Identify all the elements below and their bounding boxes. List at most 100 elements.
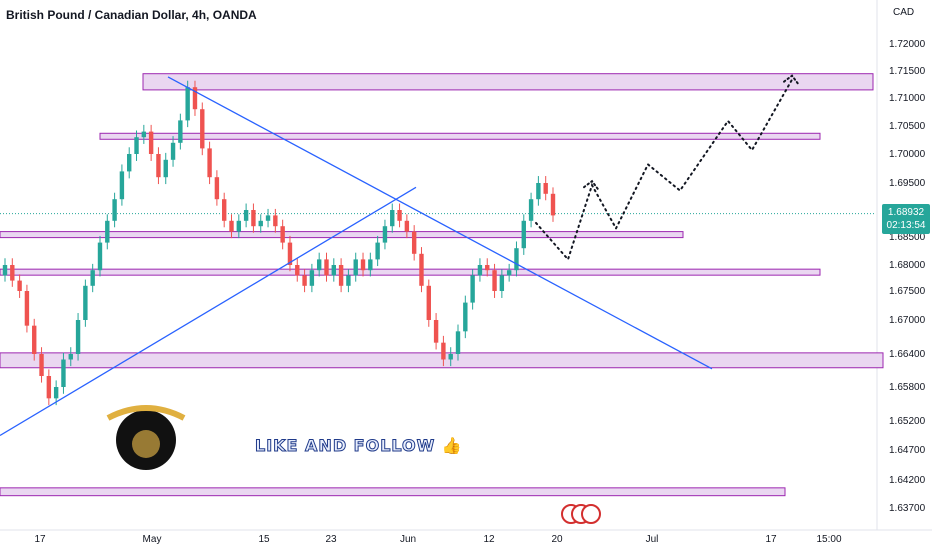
- candle-body: [243, 210, 249, 221]
- candle-body: [426, 285, 431, 320]
- y-tick-label: 1.66400: [889, 349, 926, 360]
- x-tick-label: 12: [483, 534, 495, 545]
- candle-body: [68, 354, 73, 360]
- candle-body: [375, 242, 380, 260]
- candle-body: [338, 265, 344, 286]
- y-tick-label: 1.70500: [889, 121, 926, 132]
- candle-body: [492, 270, 497, 291]
- candle-body: [2, 265, 8, 276]
- candle-body: [119, 171, 125, 200]
- candle-body: [10, 265, 15, 281]
- support-resistance-zone: [0, 487, 786, 497]
- candle-body: [287, 242, 293, 265]
- candle-body: [368, 259, 373, 271]
- x-tick-label: 20: [551, 534, 563, 545]
- traders-club-logo: [106, 405, 186, 470]
- candle-body: [433, 320, 439, 343]
- candle-body: [141, 131, 147, 138]
- candle-body: [404, 220, 410, 232]
- candle-body: [280, 226, 285, 243]
- x-tick-label: Jun: [400, 534, 416, 545]
- candle-body: [24, 291, 30, 326]
- candle-body: [207, 148, 212, 178]
- candle-body: [200, 109, 205, 149]
- candle-body: [214, 177, 220, 200]
- candle-body: [32, 325, 37, 354]
- candle-body: [477, 265, 483, 276]
- candle-body: [536, 183, 541, 200]
- candle-body: [192, 87, 198, 110]
- candle-body: [39, 354, 44, 376]
- y-tick-label: 1.72000: [889, 39, 926, 50]
- gbp-cad-flags-icon: [561, 504, 601, 524]
- candle-body: [514, 248, 519, 271]
- candle-body: [134, 137, 139, 154]
- projection-arrow: [583, 179, 599, 191]
- candle-body: [46, 376, 52, 399]
- candle-body: [302, 275, 307, 286]
- candle-body: [178, 120, 183, 143]
- y-tick-label: 1.67500: [889, 286, 926, 297]
- candle-body: [295, 265, 300, 276]
- candle-body: [222, 199, 227, 221]
- candle-body: [75, 320, 81, 354]
- trendline: [167, 76, 713, 370]
- candle-body: [53, 387, 59, 399]
- x-tick-label: 15: [258, 534, 270, 545]
- candle-body: [316, 259, 322, 271]
- y-tick-label: 1.64700: [889, 445, 926, 456]
- candle-body: [506, 270, 512, 276]
- candle-body: [61, 359, 66, 387]
- x-tick-label: Jul: [646, 534, 659, 545]
- candle-body: [83, 285, 88, 320]
- x-tick-label: 17: [34, 534, 46, 545]
- candle-body: [324, 259, 329, 276]
- candle-body: [499, 275, 505, 291]
- current-price-tag: 1.68932 02:13:54: [882, 204, 930, 234]
- candle-body: [470, 275, 475, 303]
- y-tick-label: 1.68000: [889, 260, 926, 271]
- candle-body: [346, 275, 351, 286]
- x-tick-label: May: [143, 534, 162, 545]
- candle-body: [528, 199, 534, 221]
- candle-body: [90, 270, 95, 286]
- candle-body: [419, 253, 424, 286]
- candle-body: [550, 193, 556, 216]
- currency-label: CAD: [893, 7, 915, 18]
- candle-body: [360, 259, 366, 271]
- candle-body: [543, 183, 548, 194]
- candle-body: [97, 242, 103, 271]
- candle-body: [411, 231, 417, 254]
- candle-body: [258, 220, 263, 227]
- candle-body: [309, 270, 315, 286]
- x-tick-label: 15:00: [816, 534, 841, 545]
- candle-countdown: 02:13:54: [886, 220, 926, 231]
- candle-body: [455, 331, 461, 354]
- support-resistance-zone: [99, 132, 821, 140]
- candle-body: [17, 280, 22, 291]
- candle-body: [521, 220, 526, 249]
- candle-body: [105, 220, 110, 243]
- y-tick-label: 1.64200: [889, 475, 926, 486]
- support-resistance-zone: [0, 268, 821, 276]
- candle-body: [441, 342, 446, 360]
- y-tick-label: 1.67000: [889, 315, 926, 326]
- y-tick-label: 1.65200: [889, 416, 926, 427]
- candle-body: [485, 265, 490, 271]
- candle-body: [463, 302, 468, 332]
- candle-body: [229, 220, 234, 232]
- y-tick-label: 1.69500: [889, 178, 926, 189]
- candle-body: [448, 354, 453, 360]
- candle-body: [353, 259, 358, 276]
- y-tick-label: 1.70000: [889, 149, 926, 160]
- candle-body: [170, 142, 176, 160]
- candle-body: [112, 199, 117, 221]
- candle-body: [185, 87, 190, 121]
- candle-body: [390, 210, 395, 227]
- projection-path: [535, 78, 793, 262]
- candle-body: [156, 154, 161, 178]
- candle-body: [331, 265, 336, 276]
- current-price: 1.68932: [887, 207, 925, 218]
- y-tick-label: 1.63700: [889, 503, 926, 514]
